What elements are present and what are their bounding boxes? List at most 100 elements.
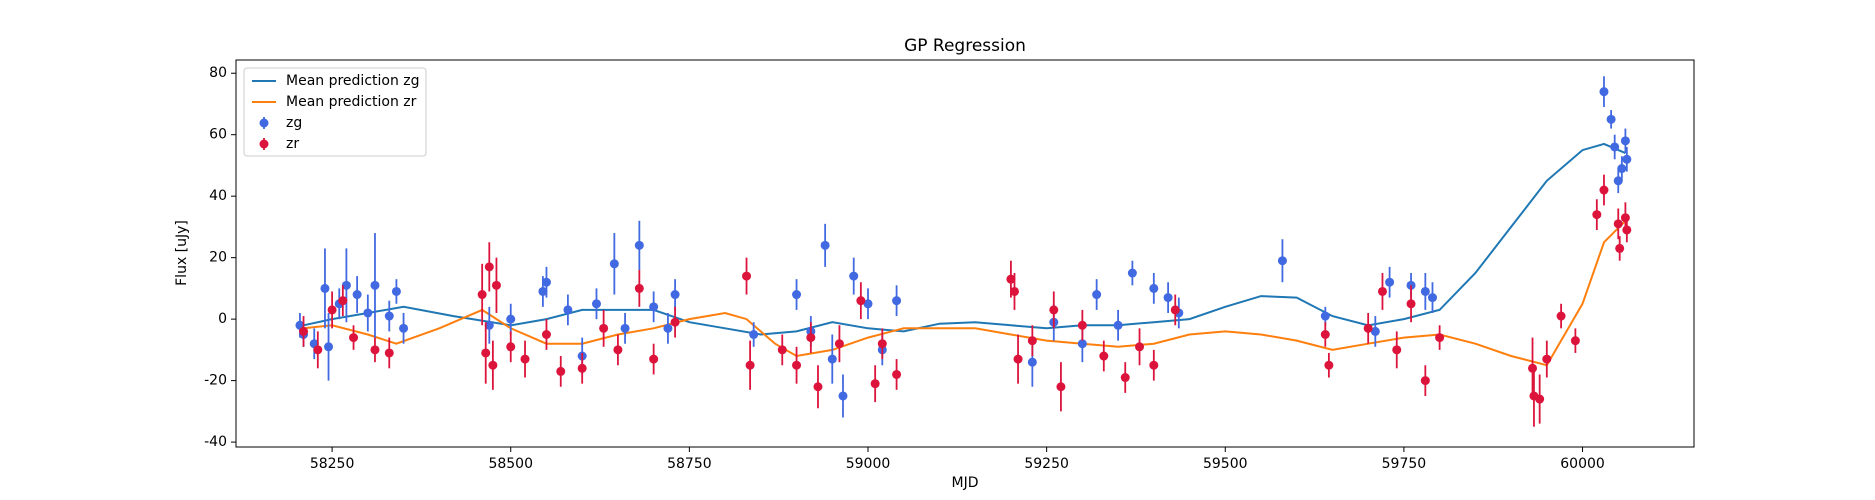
- point: [370, 345, 380, 355]
- y-axis-label: Flux [uJy]: [174, 220, 190, 286]
- legend-label: Mean prediction zr: [286, 94, 417, 110]
- point: [1277, 256, 1287, 266]
- y-tick-label: -20: [204, 373, 227, 389]
- point: [538, 286, 548, 296]
- legend-label: Mean prediction zg: [286, 73, 420, 89]
- point: [1377, 286, 1387, 296]
- point: [1599, 185, 1609, 195]
- point: [299, 326, 309, 336]
- x-tick-label: 58250: [310, 456, 355, 472]
- point: [1613, 219, 1623, 229]
- point: [481, 348, 491, 358]
- point: [1622, 225, 1632, 235]
- point: [620, 323, 630, 333]
- point: [1610, 142, 1620, 152]
- point: [892, 369, 902, 379]
- point: [649, 354, 659, 364]
- point: [1113, 320, 1123, 330]
- point: [1620, 136, 1630, 146]
- point: [1363, 323, 1373, 333]
- point: [1606, 114, 1616, 124]
- point: [1077, 320, 1087, 330]
- point: [1535, 394, 1545, 404]
- point: [877, 339, 887, 349]
- point: [391, 286, 401, 296]
- legend-swatch: [259, 118, 269, 128]
- point: [1049, 305, 1059, 315]
- point: [341, 280, 351, 290]
- point: [1620, 213, 1630, 223]
- point: [352, 290, 362, 300]
- point: [613, 345, 623, 355]
- point: [591, 299, 601, 309]
- point: [827, 354, 837, 364]
- x-tick-label: 59750: [1382, 456, 1427, 472]
- point: [599, 323, 609, 333]
- point: [663, 323, 673, 333]
- point: [556, 366, 566, 376]
- point: [1009, 286, 1019, 296]
- point: [320, 283, 330, 293]
- point: [838, 391, 848, 401]
- point: [856, 296, 866, 306]
- x-tick-label: 58500: [488, 456, 533, 472]
- legend: Mean prediction zg Mean prediction zr zg zr: [243, 67, 427, 157]
- y-tick-label: 0: [218, 311, 227, 327]
- point: [363, 308, 373, 318]
- point: [1617, 164, 1627, 174]
- point: [749, 329, 759, 339]
- point: [792, 290, 802, 300]
- point: [484, 262, 494, 272]
- point: [1392, 345, 1402, 355]
- legend-swatch: [259, 139, 269, 149]
- point: [777, 345, 787, 355]
- point: [370, 280, 380, 290]
- point: [745, 360, 755, 370]
- point: [834, 339, 844, 349]
- point: [1324, 360, 1334, 370]
- point: [1092, 290, 1102, 300]
- point: [1149, 360, 1159, 370]
- point: [520, 354, 530, 364]
- point: [488, 360, 498, 370]
- x-axis-label: MJD: [952, 475, 979, 491]
- point: [670, 317, 680, 327]
- point: [1570, 336, 1580, 346]
- point: [1013, 354, 1023, 364]
- point: [1599, 87, 1609, 97]
- x-tick-label: 60000: [1560, 456, 1605, 472]
- point: [1320, 329, 1330, 339]
- point: [1427, 293, 1437, 303]
- y-tick-label: 40: [209, 188, 227, 204]
- point: [1406, 299, 1416, 309]
- point: [349, 333, 359, 343]
- point: [491, 280, 501, 290]
- point: [1099, 351, 1109, 361]
- point: [324, 342, 334, 352]
- point: [541, 329, 551, 339]
- x-tick-label: 59250: [1024, 456, 1069, 472]
- point: [792, 360, 802, 370]
- point: [327, 305, 337, 315]
- legend-label: zr: [286, 136, 299, 152]
- point: [1027, 357, 1037, 367]
- point: [634, 283, 644, 293]
- point: [1170, 305, 1180, 315]
- point: [649, 302, 659, 312]
- y-tick-label: 20: [209, 250, 227, 266]
- point: [1613, 176, 1623, 186]
- point: [1385, 277, 1395, 287]
- legend-box: [243, 67, 427, 157]
- point: [1027, 336, 1037, 346]
- point: [634, 240, 644, 250]
- x-tick-label: 59000: [846, 456, 891, 472]
- point: [477, 290, 487, 300]
- y-tick-label: -40: [204, 434, 227, 450]
- point: [313, 345, 323, 355]
- point: [1622, 154, 1632, 164]
- point: [820, 240, 830, 250]
- point: [338, 296, 348, 306]
- point: [484, 320, 494, 330]
- point: [1556, 311, 1566, 321]
- point: [577, 363, 587, 373]
